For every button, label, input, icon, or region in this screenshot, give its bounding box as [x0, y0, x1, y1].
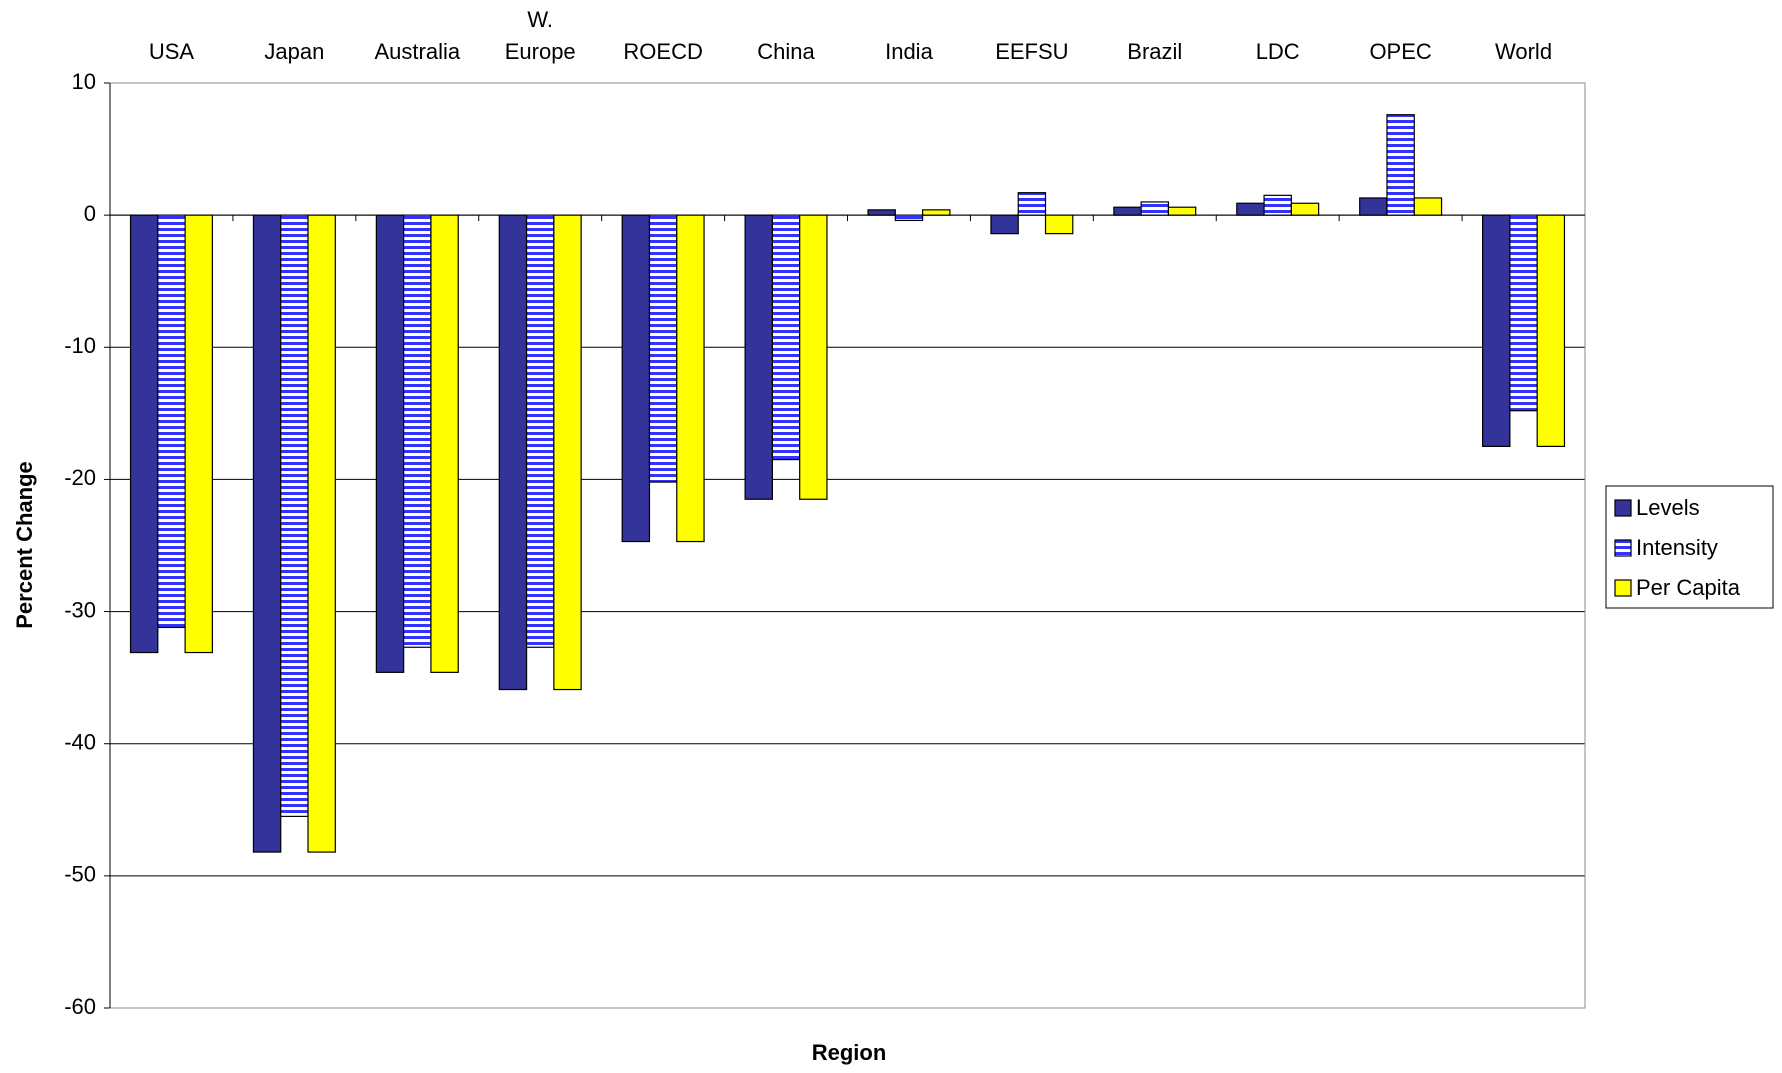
bar: [1113, 206, 1142, 216]
y-tick-label: 10: [72, 69, 96, 94]
y-axis-label: Percent Change: [12, 461, 37, 629]
bar: [252, 214, 282, 853]
bar: [498, 214, 528, 691]
x-tick-label-line: LDC: [1256, 39, 1300, 64]
x-tick-label-line: World: [1495, 39, 1552, 64]
x-tick-label: China: [757, 39, 815, 64]
bar: [1044, 214, 1074, 235]
y-tick-label: -50: [64, 862, 96, 887]
legend-swatch: [1614, 499, 1632, 517]
x-tick-label: Japan: [264, 39, 324, 64]
bar: [1509, 214, 1538, 412]
y-tick-label: -30: [64, 597, 96, 622]
bar: [157, 214, 186, 629]
x-tick-label-line: W.: [527, 7, 553, 32]
x-tick-label: EEFSU: [995, 39, 1068, 64]
bar: [430, 214, 459, 673]
legend-label: Per Capita: [1636, 575, 1741, 600]
bar: [990, 214, 1019, 235]
bar: [648, 214, 678, 483]
bar: [1236, 202, 1265, 216]
legend-box: [1605, 485, 1774, 609]
legend-label: Intensity: [1636, 535, 1718, 560]
bar: [1263, 194, 1292, 216]
legend-swatch: [1614, 539, 1632, 557]
bar: [1017, 192, 1047, 216]
x-tick-label-line: India: [885, 39, 933, 64]
x-tick-label-line: ROECD: [623, 39, 702, 64]
bar: [771, 214, 801, 461]
bar: [1386, 114, 1415, 216]
bar: [1167, 206, 1197, 216]
bar: [1536, 214, 1566, 447]
x-tick-label-line: Europe: [505, 39, 576, 64]
x-tick-label-line: Brazil: [1127, 39, 1182, 64]
y-tick-label: -40: [64, 730, 96, 755]
x-tick-label-line: Australia: [374, 39, 460, 64]
x-tick-label-line: USA: [149, 39, 195, 64]
bar: [184, 214, 213, 654]
x-tick-label-line: OPEC: [1369, 39, 1431, 64]
bar: [744, 214, 773, 500]
bar: [307, 214, 336, 853]
bar: [676, 214, 705, 543]
x-tick-label-line: Japan: [264, 39, 324, 64]
x-tick-label: W. Europe: [505, 7, 576, 64]
bar: [280, 214, 309, 817]
bar: [867, 209, 896, 216]
bar: [1482, 214, 1511, 447]
x-tick-label-line: China: [757, 39, 815, 64]
legend-label: Levels: [1636, 495, 1700, 520]
bar: [1140, 201, 1170, 216]
bar: [894, 214, 924, 222]
y-tick-label: -60: [64, 994, 96, 1019]
x-tick-label: World: [1495, 39, 1552, 64]
legend-swatch: [1614, 579, 1632, 597]
y-tick-label: -10: [64, 333, 96, 358]
x-tick-label: Brazil: [1127, 39, 1182, 64]
x-tick-label-line: EEFSU: [995, 39, 1068, 64]
x-axis-label: Region: [812, 1040, 887, 1065]
y-tick-label: 0: [84, 201, 96, 226]
x-tick-label: LDC: [1256, 39, 1300, 64]
x-tick-label: India: [885, 39, 933, 64]
bar: [129, 214, 159, 654]
x-tick-label: ROECD: [623, 39, 702, 64]
bar: [621, 214, 651, 543]
bar: [553, 214, 582, 691]
bar: [1290, 202, 1320, 216]
bar: [1359, 197, 1388, 216]
bar: [403, 214, 432, 648]
bar: [922, 209, 951, 216]
bar: [375, 214, 405, 673]
bar: [1413, 197, 1443, 216]
x-tick-label: USA: [149, 39, 195, 64]
bar: [525, 214, 555, 648]
y-tick-label: -20: [64, 465, 96, 490]
x-tick-label: OPEC: [1369, 39, 1431, 64]
bar: [799, 214, 828, 500]
x-tick-label: Australia: [374, 39, 460, 64]
